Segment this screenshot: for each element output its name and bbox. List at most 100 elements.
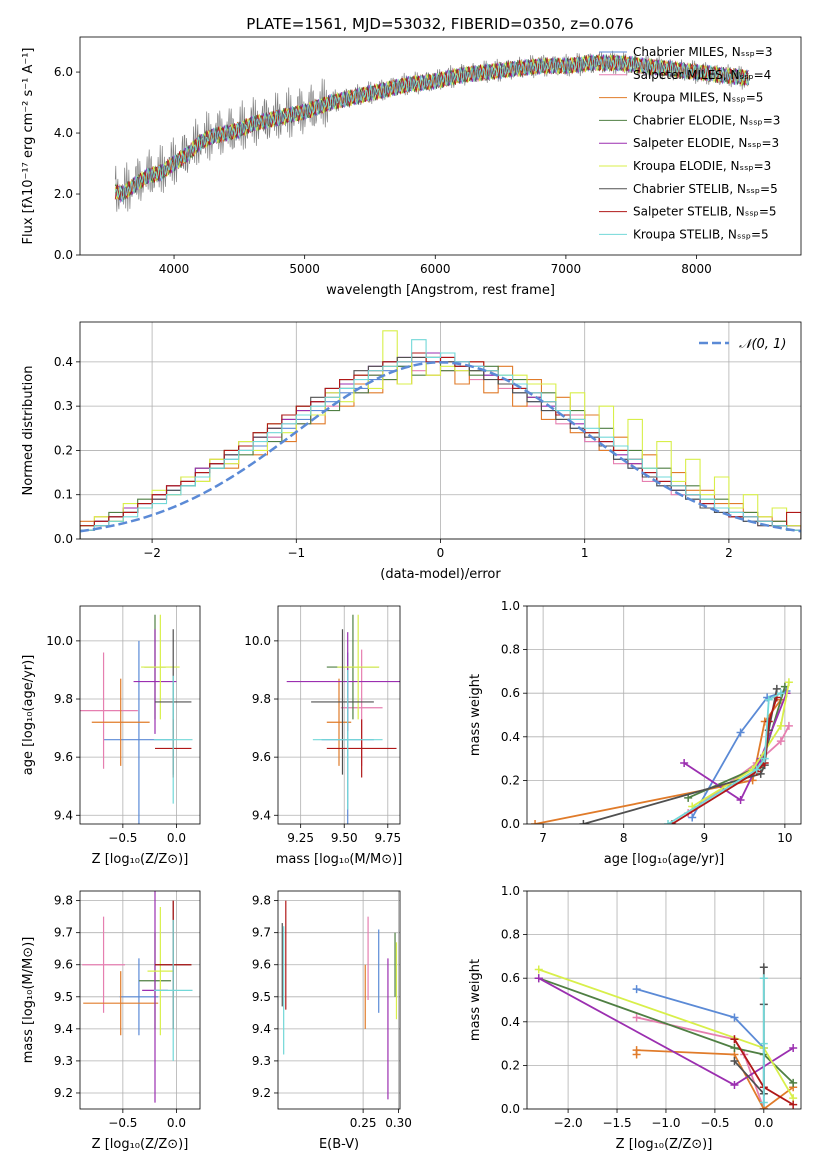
series-point — [632, 985, 641, 994]
mass-vs-metallicity-panel: −0.5 0.0 9.2 9.3 9.4 9.5 9.6 9.7 9.8 Z [log₁₀(Z/Z… — [21, 890, 201, 1152]
series-line — [538, 977, 794, 1084]
x-tick-label: 0.0 — [167, 1116, 186, 1130]
series-point — [784, 721, 793, 730]
series-point — [531, 820, 540, 824]
figure-title: PLATE=1561, MJD=53032, FIBERID=0350, z=0… — [246, 15, 633, 33]
series-point — [759, 974, 768, 983]
x-tick-label: 0 — [437, 546, 445, 560]
series-point — [764, 695, 773, 704]
x-tick-label: 7 — [539, 831, 547, 845]
series-point — [759, 1039, 768, 1048]
y-tick-label: 9.8 — [252, 894, 271, 908]
plot-area — [286, 614, 400, 824]
y-tick-label: 2.0 — [54, 187, 73, 201]
y-tick-label: 1.0 — [501, 884, 520, 898]
legend-label: Kroupa STELIB, Nₛₛₚ=5 — [633, 227, 769, 241]
y-tick-label: 0.0 — [501, 1102, 520, 1116]
x-tick-label: −1.0 — [651, 1116, 680, 1130]
plot-area — [534, 963, 798, 1109]
plot-area — [114, 50, 749, 212]
y-tick-label: 0.1 — [54, 488, 73, 502]
series-point — [730, 1057, 739, 1066]
x-axis-label: Z [log₁₀(Z/Z⊙)] — [92, 852, 189, 867]
y-tick-label: 10.0 — [46, 634, 73, 648]
y-tick-label: 9.4 — [252, 808, 271, 822]
x-tick-label: 9 — [700, 831, 708, 845]
y-tick-label: 9.6 — [252, 958, 271, 972]
y-tick-label: 9.2 — [252, 1086, 271, 1100]
y-tick-label: 0.6 — [501, 971, 520, 985]
series-point — [784, 678, 793, 687]
legend-label: Salpeter MILES, Nₛₛₚ=4 — [633, 68, 771, 82]
x-tick-label: 0.0 — [754, 1116, 773, 1130]
y-tick-label: 0.8 — [501, 928, 520, 942]
y-tick-label: 9.4 — [252, 1022, 271, 1036]
y-tick-label: 10.0 — [244, 634, 271, 648]
x-tick-label: 8000 — [681, 262, 712, 276]
histogram-step — [80, 339, 801, 539]
axes-frame — [79, 605, 201, 825]
series-point — [759, 1098, 768, 1107]
series-point — [680, 758, 689, 767]
legend-label: 𝒩(0, 1) — [739, 337, 786, 352]
y-tick-label: 0.6 — [501, 686, 520, 700]
y-tick-label: 0.2 — [54, 443, 73, 457]
y-tick-label: 0.4 — [501, 730, 520, 744]
series-point — [752, 765, 761, 774]
y-tick-label: 0.4 — [501, 1015, 520, 1029]
series-point — [730, 1081, 739, 1090]
y-tick-label: 9.8 — [54, 692, 73, 706]
age-vs-mass-panel: 9.25 9.50 9.75 9.4 9.6 9.8 10.0 mass [log₁₀(M/M… — [244, 605, 403, 867]
series-line — [683, 692, 788, 802]
series-point — [756, 769, 765, 778]
mass-weight-vs-metallicity-panel: −2.0 −1.5 −1.0 −0.5 0.0 0.0 0.2 0.4 0.6 0.8 1.0 Z [… — [468, 884, 802, 1152]
legend-label: Salpeter ELODIE, Nₛₛₚ=3 — [633, 136, 779, 150]
x-axis-label: Z [log₁₀(Z/Z⊙)] — [92, 1137, 189, 1152]
x-tick-label: −1.5 — [602, 1116, 631, 1130]
y-tick-label: 0.8 — [501, 643, 520, 657]
x-tick-label: 9.50 — [331, 831, 358, 845]
x-tick-label: 0.30 — [385, 1116, 412, 1130]
y-tick-label: 9.3 — [252, 1054, 271, 1068]
x-tick-label: 4000 — [159, 262, 190, 276]
series-point — [664, 820, 673, 824]
series-point — [759, 963, 768, 972]
age-vs-metallicity-panel: −0.5 0.0 9.4 9.6 9.8 10.0 Z [log₁₀(Z/Z⊙)] age [… — [21, 605, 201, 867]
residuals-panel: −2 −1 0 1 2 0.0 0.1 0.2 0.3 0.4 (data-model)/error… — [21, 321, 802, 582]
x-tick-label: −2.0 — [554, 1116, 583, 1130]
x-tick-label: 9.25 — [287, 831, 314, 845]
y-axis-label: mass weight — [468, 959, 483, 1041]
series-point — [730, 1043, 739, 1052]
legend-label: Chabrier MILES, Nₛₛₚ=3 — [633, 45, 773, 59]
legend-label: Chabrier STELIB, Nₛₛₚ=5 — [633, 182, 778, 196]
gaussian-curve — [80, 361, 801, 533]
plot-area — [80, 614, 193, 824]
legend-label: Salpeter STELIB, Nₛₛₚ=5 — [633, 205, 777, 219]
series-point — [760, 754, 769, 763]
x-tick-label: 9.75 — [374, 831, 401, 845]
y-tick-label: 9.8 — [54, 894, 73, 908]
x-tick-label: 2 — [725, 546, 733, 560]
series-point — [632, 1013, 641, 1022]
series-point — [789, 1100, 798, 1109]
y-axis-label: mass [log₁₀(M/M⊙)] — [21, 937, 36, 1064]
y-tick-label: 6.0 — [54, 65, 73, 79]
y-tick-label: 0.2 — [501, 773, 520, 787]
plot-area — [82, 891, 193, 1103]
x-axis-label: mass [log₁₀(M/M⊙)] — [276, 852, 403, 867]
y-tick-label: 9.7 — [54, 926, 73, 940]
y-tick-label: 9.4 — [54, 808, 73, 822]
x-tick-label: −0.5 — [700, 1116, 729, 1130]
axes-frame — [526, 890, 802, 1110]
y-tick-label: 9.4 — [54, 1022, 73, 1036]
x-tick-label: 10 — [777, 831, 792, 845]
plot-area — [531, 678, 793, 824]
y-tick-label: 0.2 — [501, 1058, 520, 1072]
series-point — [789, 1043, 798, 1052]
x-tick-label: 7000 — [551, 262, 582, 276]
series-point — [579, 820, 588, 824]
mass-weight-vs-age-panel: 7 8 9 10 0.0 0.2 0.4 0.6 0.8 1.0 age [log₁₀(age/yr… — [468, 599, 802, 867]
series-point — [772, 684, 781, 693]
